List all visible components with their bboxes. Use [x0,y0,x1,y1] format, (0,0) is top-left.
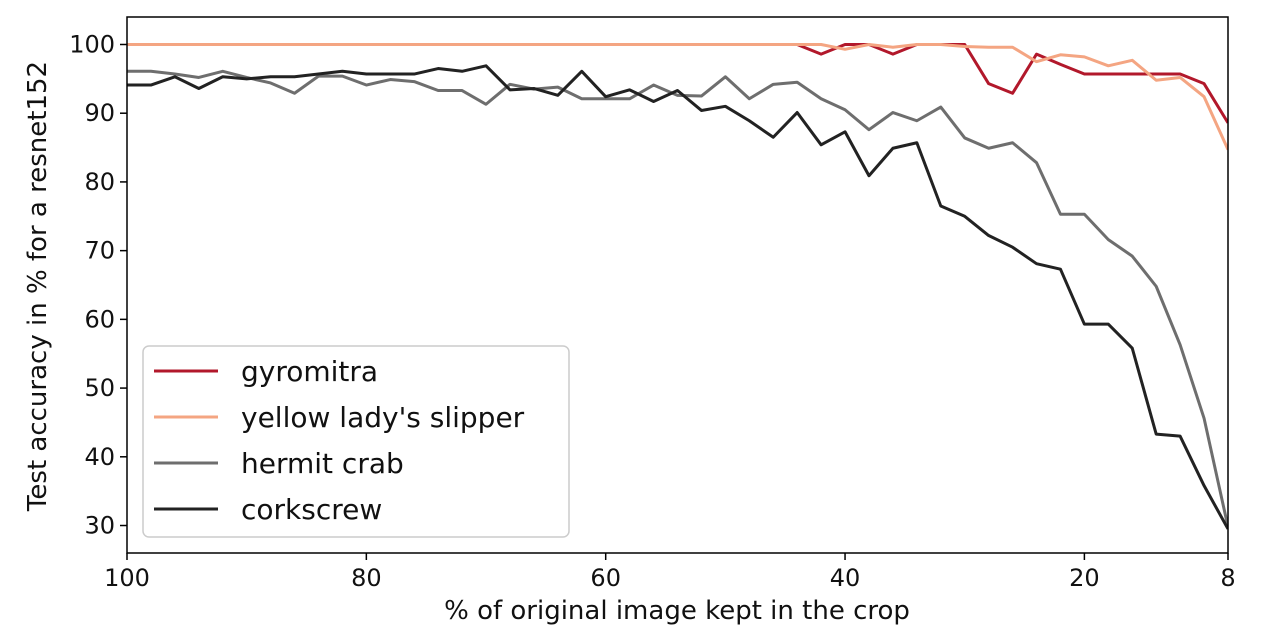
y-tick-label: 90 [84,99,115,127]
y-tick-label: 100 [69,30,115,58]
series-line-yellow-lady-s-slipper [127,42,1228,151]
legend-label-gyromitra: gyromitra [241,355,378,388]
series-layer [127,42,1228,530]
series-line-corkscrew [127,64,1228,530]
y-tick-label: 80 [84,168,115,196]
legend-box [142,345,570,538]
legend: gyromitra yellow lady's slipper hermit cra… [142,345,570,538]
y-tick-label: 70 [84,237,115,265]
y-axis-label: Test accuracy in % for a resnet152 [23,61,53,512]
y-tick-label: 30 [84,512,115,540]
y-tick-label: 50 [84,374,115,402]
legend-label-yellow-lady-s-slipper: yellow lady's slipper [241,401,525,434]
legend-label-hermit-crab: hermit crab [241,447,404,480]
plot-frame [126,16,1229,554]
x-tick-label: 20 [1069,564,1100,592]
series-line-hermit-crab [127,69,1228,528]
x-tick-label: 40 [830,564,861,592]
x-tick-label: 80 [351,564,382,592]
x-tick-label: 100 [104,564,150,592]
legend-label-corkscrew: corkscrew [241,493,382,526]
x-tick-label: 60 [590,564,621,592]
axes-layer: 100 80 60 40 20 8 30 40 50 60 70 80 90 100 [69,16,1236,592]
x-tick-label: 8 [1220,564,1235,592]
x-axis-label: % of original image kept in the crop [444,596,910,626]
y-tick-label: 60 [84,305,115,333]
y-tick-label: 40 [84,443,115,471]
